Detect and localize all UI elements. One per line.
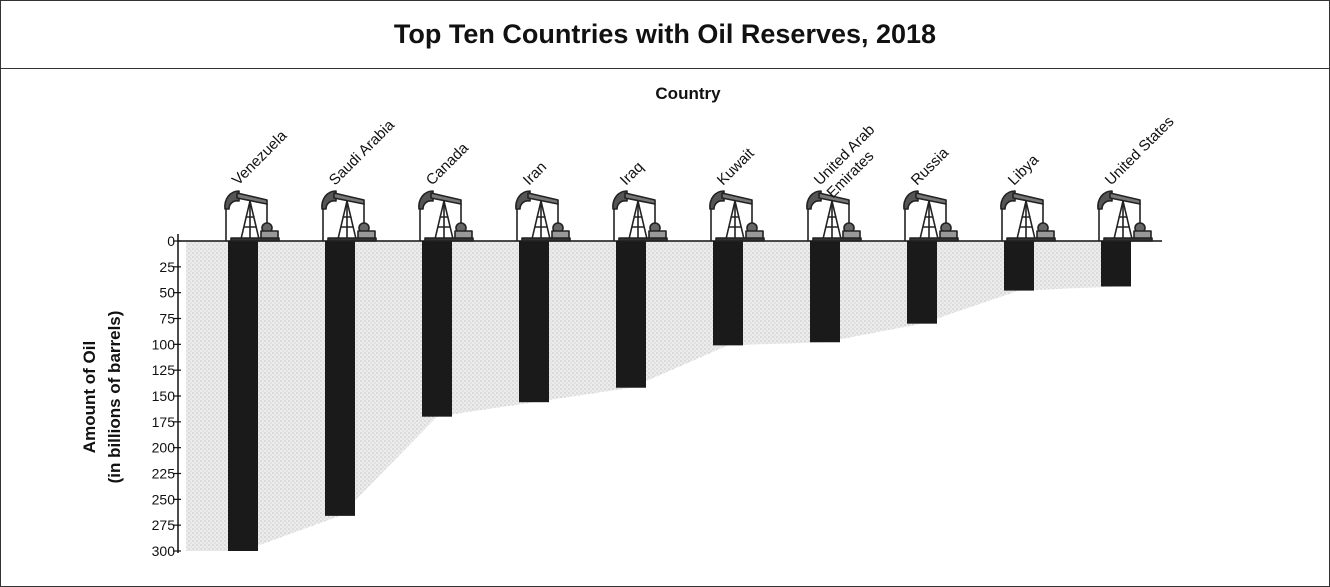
y-tick-label: 100 bbox=[152, 336, 176, 352]
oil-pump-jack-icon bbox=[1000, 190, 1056, 242]
category-label: Iraq bbox=[617, 159, 647, 189]
bar-libya bbox=[1004, 241, 1034, 291]
bar-saudi-arabia bbox=[325, 241, 355, 516]
category-label-line: Iraq bbox=[617, 159, 647, 189]
y-tick-label: 300 bbox=[152, 543, 176, 559]
chart-title: Top Ten Countries with Oil Reserves, 201… bbox=[393, 19, 937, 49]
category-label: Libya bbox=[1005, 151, 1043, 189]
bar-russia bbox=[907, 241, 937, 324]
bar-venezuela bbox=[228, 241, 258, 551]
y-tick-label: 175 bbox=[152, 414, 176, 430]
category-label: Canada bbox=[423, 139, 473, 189]
oil-pump-jack-icon bbox=[224, 190, 280, 242]
y-axis-label-line-1: Amount of Oil bbox=[80, 341, 99, 453]
bar-kuwait bbox=[713, 241, 743, 346]
title-bar: Top Ten Countries with Oil Reserves, 201… bbox=[1, 1, 1329, 69]
category-label: Saudi Arabia bbox=[326, 116, 399, 189]
oil-pump-jack-icon bbox=[709, 190, 765, 242]
oil-pump-jack-icon bbox=[418, 190, 474, 242]
x-axis-label: Country bbox=[655, 84, 721, 103]
y-tick-label: 75 bbox=[159, 311, 175, 327]
category-label-line: Russia bbox=[908, 144, 953, 189]
bar-iran bbox=[519, 241, 549, 403]
y-tick-label: 50 bbox=[159, 285, 175, 301]
category-label-line: Saudi Arabia bbox=[326, 116, 399, 189]
y-axis-label: Amount of Oil (in billions of barrels) bbox=[80, 311, 124, 484]
category-label-line: Iran bbox=[520, 159, 550, 189]
category-label: United States bbox=[1102, 113, 1178, 189]
y-tick-label: 25 bbox=[159, 259, 175, 275]
oil-pump-jack-icon bbox=[515, 190, 571, 242]
y-tick-label: 275 bbox=[152, 517, 176, 533]
bar-iraq bbox=[616, 241, 646, 388]
category-label: Iran bbox=[520, 159, 550, 189]
oil-pump-jack-icon bbox=[321, 190, 377, 242]
bar-united-arab-emirates bbox=[810, 241, 840, 343]
y-tick-label: 250 bbox=[152, 491, 176, 507]
icons-layer bbox=[224, 190, 1153, 242]
y-tick-label: 125 bbox=[152, 362, 176, 378]
bars-layer bbox=[228, 241, 1131, 551]
category-label-line: Libya bbox=[1005, 151, 1043, 189]
category-label: Kuwait bbox=[714, 144, 758, 188]
category-label: Russia bbox=[908, 144, 953, 189]
oil-pump-jack-icon bbox=[1097, 190, 1153, 242]
category-label: Venezuela bbox=[229, 127, 291, 189]
oil-pump-jack-icon bbox=[612, 190, 668, 242]
category-labels: Venezuela Saudi Arabia Canada Iran Iraq Kuwai… bbox=[229, 113, 1178, 201]
category-label-line: Venezuela bbox=[229, 127, 291, 189]
y-axis-label-line-2: (in billions of barrels) bbox=[105, 311, 124, 484]
bar-united-states bbox=[1101, 241, 1131, 287]
y-tick-label: 225 bbox=[152, 466, 176, 482]
category-label-line: Kuwait bbox=[714, 144, 758, 188]
y-tick-label: 0 bbox=[167, 233, 175, 249]
category-label: United ArabEmirates bbox=[811, 121, 891, 201]
bar-canada bbox=[422, 241, 452, 417]
oil-pump-jack-icon bbox=[903, 190, 959, 242]
y-tick-label: 150 bbox=[152, 388, 176, 404]
category-label-line: United States bbox=[1102, 113, 1178, 189]
oil-pump-jack-icon bbox=[806, 190, 862, 242]
y-tick-label: 200 bbox=[152, 440, 176, 456]
category-label-line: Canada bbox=[423, 139, 473, 189]
